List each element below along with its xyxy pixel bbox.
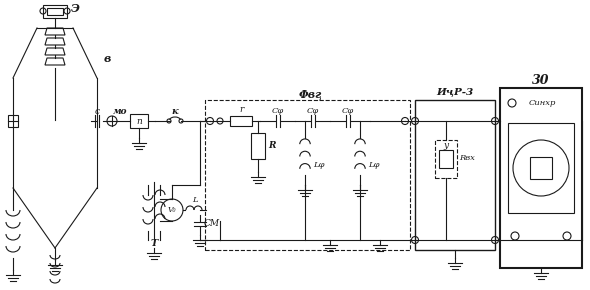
Text: Rвх: Rвх [459,154,475,162]
Text: CМ: CМ [204,220,220,229]
Bar [530,157,552,179]
Text: Cφ: Cφ [272,107,284,115]
Text: у: у [443,140,448,150]
Text: п: п [136,117,142,126]
Bar [508,123,574,213]
Text: ИҷР-3: ИҷР-3 [437,88,474,97]
Text: V₀: V₀ [168,206,176,214]
Text: Cφ: Cφ [307,107,319,115]
Text: Э: Э [71,3,80,14]
Bar [415,100,495,250]
Text: c: c [94,108,100,117]
Text: 30: 30 [532,73,550,86]
Bar [439,150,453,168]
Text: Φвӷ: Φвӷ [299,90,322,101]
Text: Cинхр: Cинхр [528,99,556,107]
Bar [500,88,582,268]
Bar [230,116,252,126]
Bar [130,114,148,128]
Text: к: к [172,108,178,117]
Bar [8,115,18,127]
Text: Lφ: Lφ [368,161,380,169]
Text: R: R [268,142,276,151]
Bar [435,140,457,178]
Text: T: T [150,240,158,249]
Bar [251,133,265,159]
Text: Cφ: Cφ [342,107,354,115]
Text: L: L [192,196,198,204]
Text: Lφ: Lφ [313,161,325,169]
Bar [205,100,410,250]
Text: в: в [103,52,111,64]
Text: r: r [239,106,243,115]
Text: мо: мо [113,108,127,117]
